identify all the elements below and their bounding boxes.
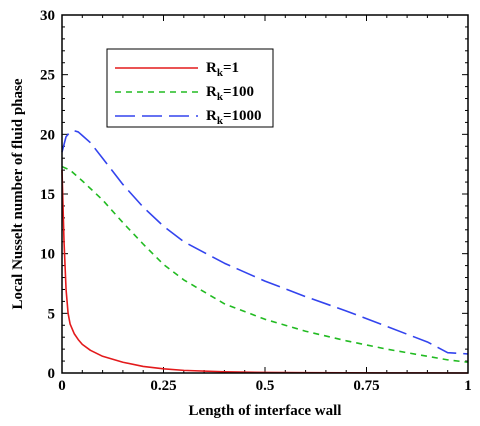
y-tick-label: 0: [48, 366, 56, 382]
x-tick-label: 0.75: [353, 378, 379, 394]
legend-label-3: Rk=1000: [206, 108, 262, 127]
y-tick-label: 10: [40, 247, 55, 263]
y-tick-label: 15: [40, 187, 55, 203]
y-tick-label: 20: [40, 127, 55, 143]
series-lines: [61, 129, 469, 374]
series-line-3: [61, 129, 469, 355]
legend-box: [106, 48, 274, 128]
legend-label-1: Rk=1: [206, 60, 239, 79]
y-axis-title: Local Nusselt number of fluid phase: [10, 78, 26, 309]
legend-label-2: Rk=100: [206, 84, 254, 103]
plot-area-frame: [61, 14, 469, 374]
x-tick-label: 0.5: [256, 378, 275, 394]
series-line-2: [61, 165, 469, 364]
x-tick-label: 0.25: [150, 378, 176, 394]
legend: Rk=1 Rk=100 Rk=1000: [106, 48, 274, 128]
y-tick-label: 5: [48, 306, 56, 322]
x-tick-label: 1: [464, 378, 472, 394]
y-tick-label: 30: [40, 8, 55, 24]
y-tick-label: 25: [40, 68, 55, 84]
x-axis-title: Length of interface wall: [189, 403, 342, 419]
x-tick-label: 0: [58, 378, 66, 394]
series-line-1: [61, 170, 469, 374]
